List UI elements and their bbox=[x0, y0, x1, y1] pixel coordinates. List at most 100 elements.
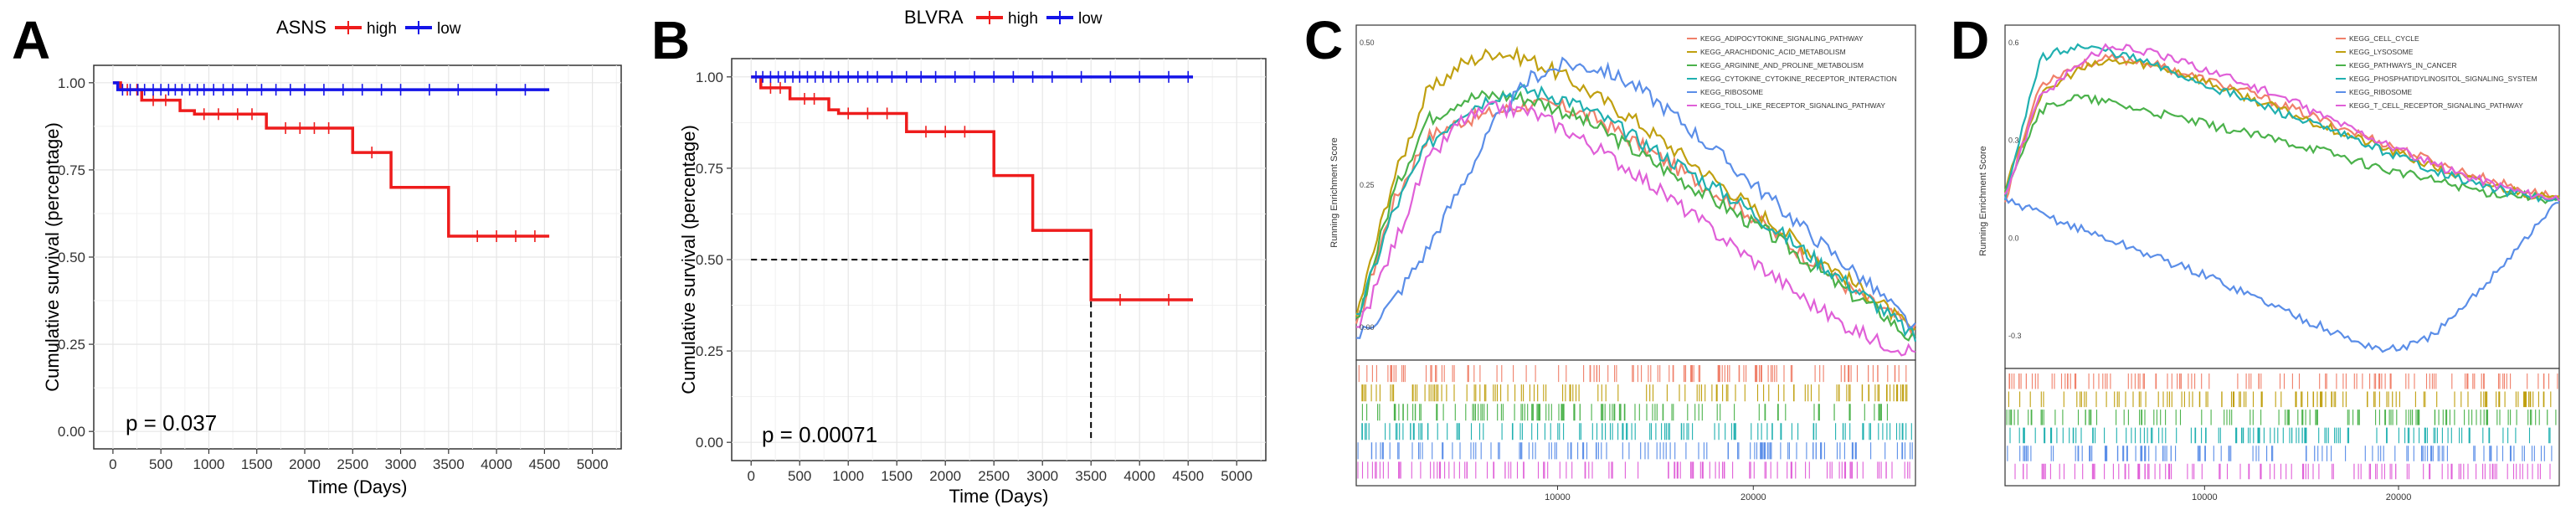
panel-c-legend-label: KEGG_CYTOKINE_CYTOKINE_RECEPTOR_INTERACT… bbox=[1700, 75, 1897, 83]
panel-b-legend: BLVRA high low bbox=[904, 7, 1103, 28]
panel-d-line-kegg_ribosome bbox=[2004, 196, 2560, 353]
panel-c-x-ticks: 10000 20000 bbox=[1545, 486, 1766, 502]
panel-d-hits-kegg_cell_cycle bbox=[2008, 373, 2558, 389]
panel-b-label: B bbox=[651, 10, 690, 70]
panel-b: B BLVRA high low 0 500 1000 1500 2000 2500 300… bbox=[651, 7, 1267, 507]
panel-a-legend-high-label: high bbox=[367, 20, 397, 38]
panel-c-y-tick-label: 0.25 bbox=[1360, 181, 1375, 189]
panel-d-line-kegg_t_cell_receptor_signaling_pathway bbox=[2004, 43, 2560, 202]
panel-d-line-kegg_phosphatidylinositol_signaling_system bbox=[2003, 43, 2560, 203]
panel-a-y-tick-label: 1.00 bbox=[58, 75, 85, 91]
panel-c-label: C bbox=[1304, 10, 1343, 70]
panel-a-x-tick-label: 1500 bbox=[241, 456, 273, 472]
panel-b-pvalue: p = 0.00071 bbox=[762, 422, 877, 447]
panel-a-x-tick-label: 4500 bbox=[528, 456, 560, 472]
panel-b-y-tick-label: 0.25 bbox=[696, 343, 723, 359]
panel-b-x-tick-label: 3000 bbox=[1026, 468, 1058, 484]
panel-c-hits-kegg_arachidonic_acid_metabolism bbox=[1361, 384, 1908, 402]
panel-b-y-label: Cumulative survival (percentage) bbox=[678, 125, 699, 394]
panel-d-y-tick-label: 0.6 bbox=[2008, 39, 2019, 47]
panel-d: D 0.6 0.3 0.0 -0.3 KEGG_CELL_CYCLE KEGG_LYSO… bbox=[1951, 10, 2560, 502]
panel-c-y-tick-label: 0.50 bbox=[1360, 39, 1375, 47]
panel-c: C 0.50 0.25 0.00 KEGG_ADIPOCYTOKINE_SIGNAL… bbox=[1304, 10, 1917, 502]
panel-d-hits-kegg_pathways_in_cancer bbox=[2006, 410, 2557, 425]
panel-a-x-tick-label: 2500 bbox=[337, 456, 368, 472]
panel-a-y-tick-label: 0.75 bbox=[58, 162, 85, 178]
panel-d-hits-kegg_phosphatidylinositol_signaling_system bbox=[2009, 427, 2551, 444]
panel-c-legend: KEGG_ADIPOCYTOKINE_SIGNALING_PATHWAY KEGG… bbox=[1687, 34, 1897, 110]
panel-a-curve-low bbox=[112, 81, 550, 91]
panel-b-x-tick-label: 4000 bbox=[1123, 468, 1155, 484]
panel-a-y-ticks: 0.00 0.25 0.50 0.75 1.00 bbox=[58, 75, 94, 440]
panel-c-line-kegg_arginine_and_proline_metabolism bbox=[1355, 90, 1916, 342]
panel-c-y-tick-label: 0.00 bbox=[1360, 323, 1375, 332]
panel-c-legend-label: KEGG_ARACHIDONIC_ACID_METABOLISM bbox=[1700, 48, 1846, 56]
panel-d-y-tick-label: 0.3 bbox=[2008, 137, 2019, 145]
panel-d-y-label: Running Enrichment Score bbox=[1978, 146, 1988, 255]
panel-d-plot-area bbox=[2004, 24, 2560, 369]
panel-d-x-tick-label: 10000 bbox=[2192, 492, 2218, 502]
panel-c-lines bbox=[1355, 45, 1917, 357]
panel-d-x-tick-label: 20000 bbox=[2386, 492, 2412, 502]
panel-c-x-tick-label: 10000 bbox=[1545, 492, 1571, 502]
panel-a-legend: ASNS high low bbox=[276, 17, 461, 38]
panel-c-x-tick-label: 20000 bbox=[1740, 492, 1766, 502]
panel-a: A ASNS high low 0 500 1000 1500 2000 2500 3000… bbox=[12, 10, 622, 497]
panel-c-line-kegg_ribosome bbox=[1355, 56, 1916, 339]
panel-d-gene-hits bbox=[2006, 373, 2558, 480]
panel-d-lines bbox=[2003, 43, 2560, 353]
panel-c-legend-label: KEGG_RIBOSOME bbox=[1700, 88, 1763, 96]
panel-b-x-tick-label: 1000 bbox=[832, 468, 864, 484]
panel-b-median-line bbox=[751, 259, 1093, 443]
panel-d-hits-kegg_t_cell_receptor_signaling_pathway bbox=[2014, 463, 2551, 480]
panel-c-gene-hits bbox=[1357, 365, 1913, 479]
panel-b-legend-title: BLVRA bbox=[904, 7, 964, 28]
panel-c-legend-label: KEGG_ADIPOCYTOKINE_SIGNALING_PATHWAY bbox=[1700, 34, 1864, 43]
panel-d-legend-label: KEGG_RIBOSOME bbox=[2349, 88, 2412, 96]
panel-a-x-tick-label: 3000 bbox=[385, 456, 417, 472]
panel-a-y-tick-label: 0.00 bbox=[58, 424, 85, 440]
panel-c-line-kegg_toll_like_receptor_signaling_pathway bbox=[1355, 98, 1916, 357]
panel-b-x-tick-label: 5000 bbox=[1221, 468, 1252, 484]
panel-a-x-tick-label: 2000 bbox=[289, 456, 321, 472]
panel-c-hits-kegg_arginine_and_proline_metabolism bbox=[1361, 404, 1888, 421]
panel-a-x-ticks: 0 500 1000 1500 2000 2500 3000 3500 4000 4500 5000 bbox=[109, 449, 609, 472]
panel-b-x-tick-label: 3500 bbox=[1075, 468, 1107, 484]
panel-d-legend-label: KEGG_CELL_CYCLE bbox=[2349, 34, 2419, 43]
panel-b-x-label: Time (Days) bbox=[949, 486, 1049, 507]
panel-a-x-tick-label: 4000 bbox=[481, 456, 512, 472]
panel-c-hits-kegg_adipocytokine_signaling_pathway bbox=[1358, 365, 1907, 383]
panel-b-y-tick-label: 0.75 bbox=[696, 161, 723, 177]
panel-d-legend-label: KEGG_T_CELL_RECEPTOR_SIGNALING_PATHWAY bbox=[2349, 101, 2523, 110]
panel-a-legend-title: ASNS bbox=[276, 17, 326, 38]
panel-c-y-label: Running Enrichment Score bbox=[1329, 137, 1339, 247]
panel-d-hits-kegg_ribosome bbox=[2007, 446, 2553, 461]
panel-b-x-tick-label: 0 bbox=[747, 468, 754, 484]
panel-d-y-tick-label: -0.3 bbox=[2008, 332, 2022, 340]
panel-b-curve-high bbox=[751, 75, 1193, 301]
panel-b-x-tick-label: 2000 bbox=[929, 468, 961, 484]
panel-d-y-ticks: 0.6 0.3 0.0 -0.3 bbox=[2008, 39, 2022, 340]
panel-b-x-tick-label: 1500 bbox=[881, 468, 913, 484]
panel-a-x-label: Time (Days) bbox=[308, 477, 408, 497]
panel-d-hits-kegg_lysosome bbox=[2008, 391, 2552, 408]
panel-c-y-ticks: 0.50 0.25 0.00 bbox=[1360, 39, 1375, 332]
panel-c-hits-kegg_ribosome bbox=[1357, 442, 1913, 460]
panel-d-label: D bbox=[1951, 10, 1989, 70]
panel-b-y-tick-label: 1.00 bbox=[696, 70, 723, 85]
panel-c-hits-kegg_cytokine_cytokine_receptor_interaction bbox=[1361, 423, 1912, 440]
panel-a-legend-low-label: low bbox=[437, 20, 461, 38]
panel-a-marks bbox=[112, 81, 550, 243]
panel-a-x-tick-label: 0 bbox=[109, 456, 116, 472]
panel-b-marks bbox=[751, 70, 1193, 443]
panel-a-pvalue: p = 0.037 bbox=[126, 410, 217, 435]
panel-c-legend-label: KEGG_TOLL_LIKE_RECEPTOR_SIGNALING_PATHWA… bbox=[1700, 101, 1885, 110]
panel-b-y-ticks: 0.00 0.25 0.50 0.75 1.00 bbox=[696, 70, 732, 451]
panel-d-legend: KEGG_CELL_CYCLE KEGG_LYSOSOME KEGG_PATHWAY… bbox=[2336, 34, 2537, 110]
panel-b-legend-high-label: high bbox=[1008, 10, 1038, 28]
panel-a-x-tick-label: 500 bbox=[149, 456, 172, 472]
panel-d-legend-label: KEGG_LYSOSOME bbox=[2349, 48, 2414, 56]
panel-d-legend-label: KEGG_PATHWAYS_IN_CANCER bbox=[2349, 61, 2457, 70]
panel-d-x-ticks: 10000 20000 bbox=[2192, 486, 2411, 502]
